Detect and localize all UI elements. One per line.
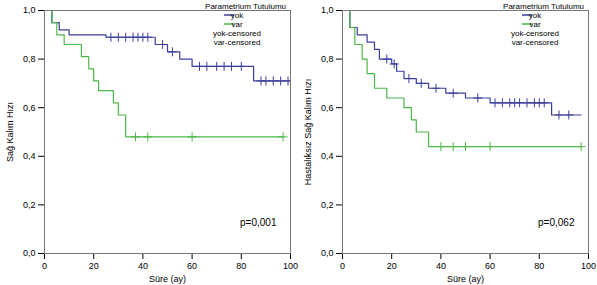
svg-text:Parametrium Tutulumu: Parametrium Tutulumu bbox=[205, 2, 286, 11]
svg-text:0,4: 0,4 bbox=[23, 151, 36, 161]
svg-text:0,8: 0,8 bbox=[23, 54, 36, 64]
svg-text:0,0: 0,0 bbox=[321, 248, 334, 258]
svg-text:60: 60 bbox=[187, 261, 197, 271]
svg-text:0,6: 0,6 bbox=[321, 103, 334, 113]
svg-text:1,0: 1,0 bbox=[321, 5, 334, 15]
svg-text:yok-censored: yok-censored bbox=[511, 29, 559, 38]
svg-text:20: 20 bbox=[89, 261, 99, 271]
svg-text:0,4: 0,4 bbox=[321, 151, 334, 161]
svg-text:yok-censored: yok-censored bbox=[213, 29, 261, 38]
svg-text:0: 0 bbox=[340, 261, 345, 271]
svg-text:100: 100 bbox=[283, 261, 298, 271]
svg-text:Sağ Kalım Hızı: Sağ Kalım Hızı bbox=[5, 102, 15, 162]
svg-text:Süre (ay): Süre (ay) bbox=[149, 274, 186, 284]
svg-text:0,2: 0,2 bbox=[23, 200, 36, 210]
svg-text:80: 80 bbox=[236, 261, 246, 271]
svg-text:var-censored: var-censored bbox=[214, 38, 261, 47]
svg-text:yok: yok bbox=[231, 11, 244, 20]
svg-text:0,2: 0,2 bbox=[321, 200, 334, 210]
svg-text:0: 0 bbox=[42, 261, 47, 271]
svg-text:100: 100 bbox=[581, 261, 596, 271]
svg-text:Hastalıksız Sağ Kalım Hızı: Hastalıksız Sağ Kalım Hızı bbox=[303, 79, 313, 186]
svg-text:Parametrium Tutulumu: Parametrium Tutulumu bbox=[503, 2, 584, 11]
svg-text:40: 40 bbox=[138, 261, 148, 271]
svg-text:20: 20 bbox=[387, 261, 397, 271]
svg-text:yok: yok bbox=[529, 11, 542, 20]
svg-text:var: var bbox=[231, 20, 242, 29]
svg-text:40: 40 bbox=[436, 261, 446, 271]
svg-text:80: 80 bbox=[534, 261, 544, 271]
svg-text:1,0: 1,0 bbox=[23, 5, 36, 15]
svg-text:var-censored: var-censored bbox=[512, 38, 559, 47]
svg-text:Süre (ay): Süre (ay) bbox=[447, 274, 484, 284]
svg-text:60: 60 bbox=[485, 261, 495, 271]
svg-text:p=0,062: p=0,062 bbox=[538, 217, 575, 228]
svg-text:p=0,001: p=0,001 bbox=[240, 217, 277, 228]
svg-text:0,0: 0,0 bbox=[23, 248, 36, 258]
svg-text:0,8: 0,8 bbox=[321, 54, 334, 64]
svg-text:0,6: 0,6 bbox=[23, 103, 36, 113]
svg-text:var: var bbox=[529, 20, 540, 29]
